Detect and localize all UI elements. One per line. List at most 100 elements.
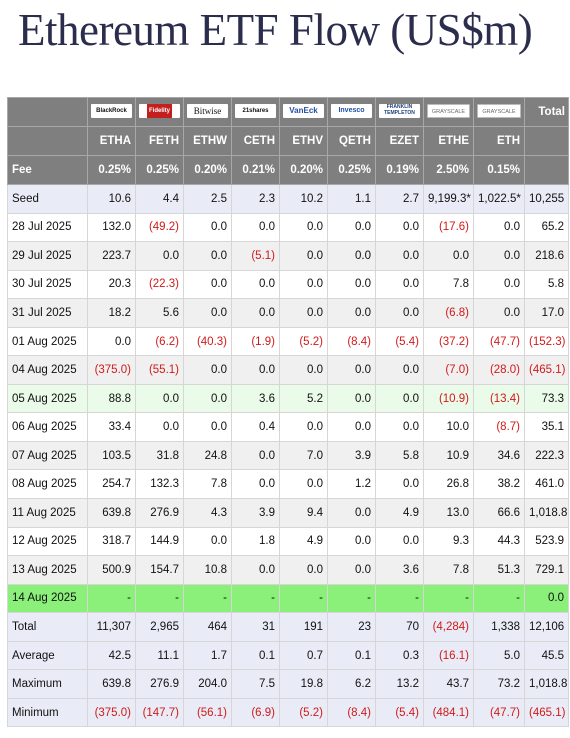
flow-cell: 2.7 xyxy=(375,184,424,214)
flow-cell: 34.6 xyxy=(473,440,525,471)
flow-cell: (55.1) xyxy=(135,355,184,385)
ticker-cell: ETHW xyxy=(183,126,232,156)
ticker-cell: CETH xyxy=(231,126,280,156)
fidelity-cell: Fidelity xyxy=(135,97,184,127)
table-row: 01 Aug 2025 0.0 (6.2) (40.3) (1.9) (5.2) (8.4)… xyxy=(7,326,569,357)
row-label: 05 Aug 2025 xyxy=(7,383,88,414)
table-row: 14 Aug 2025- - - - - - - - -0.0 xyxy=(7,583,569,614)
grayscale-logo: GRAYSCALE xyxy=(427,103,470,118)
blank-cell xyxy=(524,155,569,185)
flow-cell: - xyxy=(327,583,376,614)
flow-cell: 0.0 xyxy=(473,269,525,300)
row-label: Total xyxy=(7,612,88,642)
flow-cell: 73.2 xyxy=(473,669,525,699)
flow-cell: 0.3 xyxy=(375,640,424,671)
flow-cell: 2,965 xyxy=(135,612,184,642)
flow-cell: 0.0 xyxy=(375,241,424,271)
ticker-cell: EZET xyxy=(375,126,424,156)
flow-cell: 0.0 xyxy=(135,241,184,271)
flow-cell: 0.0 xyxy=(375,526,424,557)
flow-cell: (147.7) xyxy=(135,697,184,728)
flow-cell: (28.0) xyxy=(473,355,525,385)
flow-cell: (13.4) xyxy=(473,383,525,414)
table-row: 07 Aug 2025 103.5 31.8 24.8 0.0 7.0 3.9 5.8 10.9… xyxy=(7,440,569,471)
table-row: 06 Aug 2025 33.4 0.0 0.0 0.4 0.0 0.0 0.0 10.0 (8.… xyxy=(7,412,569,442)
row-label: 01 Aug 2025 xyxy=(7,326,88,357)
flow-cell: 0.7 xyxy=(279,640,328,671)
flow-cell: 10.2 xyxy=(279,184,328,214)
flow-cell: (4,284) xyxy=(423,612,474,642)
table-row: Minimum (375.0) (147.7) (56.1) (6.9) (5.2) (8.… xyxy=(7,697,569,728)
fee-row: Fee 0.25% 0.25% 0.20% 0.21% 0.20% 0.25% … xyxy=(7,155,569,185)
row-label: 07 Aug 2025 xyxy=(7,440,88,471)
flow-cell: 0.0 xyxy=(135,383,184,414)
flow-cell: (40.3) xyxy=(183,326,232,357)
flow-cell: 1.2 xyxy=(327,469,376,500)
ticker-row: ETHA FETH ETHW CETH ETHV QETH EZET ETHE … xyxy=(7,126,569,156)
grayscale-mini-cell: GRAYSCALE xyxy=(473,97,525,127)
flow-cell: (484.1) xyxy=(423,697,474,728)
flow-cell: (375.0) xyxy=(87,355,136,385)
flow-cell: - xyxy=(375,583,424,614)
flow-cell: 11.1 xyxy=(135,640,184,671)
flow-cell: 1.8 xyxy=(231,526,280,557)
grayscale-cell: GRAYSCALE xyxy=(423,97,474,127)
flow-cell: - xyxy=(135,583,184,614)
flow-cell: 9.3 xyxy=(423,526,474,557)
flow-cell: 0.0 xyxy=(183,412,232,442)
table-row: 11 Aug 2025 639.8 276.9 4.3 3.9 9.4 0.0 4.9 13.0… xyxy=(7,498,569,528)
flow-cell: 500.9 xyxy=(87,555,136,585)
row-label: Average xyxy=(7,640,88,671)
flow-cell: 639.8 xyxy=(87,498,136,528)
flow-cell: 10.9 xyxy=(423,440,474,471)
flow-cell: 7.0 xyxy=(279,440,328,471)
flow-cell: 0.1 xyxy=(231,640,280,671)
flow-cell: (47.7) xyxy=(473,326,525,357)
row-total-cell: 65.2 xyxy=(524,212,569,243)
row-total-cell: 35.1 xyxy=(524,412,569,442)
row-label: 31 Jul 2025 xyxy=(7,298,88,328)
fee-cell: 0.21% xyxy=(231,155,280,185)
flow-cell: 1,338 xyxy=(473,612,525,642)
flow-cell: 0.0 xyxy=(327,212,376,243)
table-row: 28 Jul 2025 132.0 (49.2) 0.0 0.0 0.0 0.0 0.0 (17… xyxy=(7,212,569,243)
fee-cell: 0.20% xyxy=(279,155,328,185)
flow-cell: 0.0 xyxy=(375,212,424,243)
row-label: 29 Jul 2025 xyxy=(7,241,88,271)
flow-cell: 0.0 xyxy=(183,383,232,414)
blackrock-logo: BlackRock xyxy=(91,103,132,118)
flow-cell: - xyxy=(279,583,328,614)
flow-cell: 0.0 xyxy=(327,498,376,528)
flow-cell: 5.6 xyxy=(135,298,184,328)
row-label: 04 Aug 2025 xyxy=(7,355,88,385)
flow-cell: 7.8 xyxy=(183,469,232,500)
flow-cell: 2.3 xyxy=(231,184,280,214)
flow-cell: 3.9 xyxy=(327,440,376,471)
flow-cell: 0.0 xyxy=(375,469,424,500)
flow-cell: 0.0 xyxy=(279,469,328,500)
row-total-cell: 1,018.8 xyxy=(524,498,569,528)
flow-cell: 0.0 xyxy=(231,355,280,385)
flow-cell: 0.0 xyxy=(473,298,525,328)
flow-cell: 0.0 xyxy=(279,269,328,300)
table-row: 13 Aug 2025 500.9 154.7 10.8 0.0 0.0 0.0 3.6 7.8… xyxy=(7,555,569,585)
flow-cell: 0.0 xyxy=(327,412,376,442)
flow-cell: 0.0 xyxy=(87,326,136,357)
flow-cell: 1,022.5* xyxy=(473,184,525,214)
fee-cell: 0.19% xyxy=(375,155,424,185)
flow-cell: 1.1 xyxy=(327,184,376,214)
flow-cell: 26.8 xyxy=(423,469,474,500)
flow-cell: 20.3 xyxy=(87,269,136,300)
flow-cell: 0.0 xyxy=(327,355,376,385)
flow-cell: 276.9 xyxy=(135,669,184,699)
ticker-cell: ETH xyxy=(473,126,525,156)
fee-label: Fee xyxy=(7,155,88,185)
ticker-cell: FETH xyxy=(135,126,184,156)
flow-cell: (8.4) xyxy=(327,697,376,728)
flow-cell: 154.7 xyxy=(135,555,184,585)
flow-cell: 4.9 xyxy=(279,526,328,557)
flow-cell: 66.6 xyxy=(473,498,525,528)
fee-cell: 0.25% xyxy=(87,155,136,185)
vaneck-logo: VanEck xyxy=(283,103,324,118)
flow-cell: 10.8 xyxy=(183,555,232,585)
